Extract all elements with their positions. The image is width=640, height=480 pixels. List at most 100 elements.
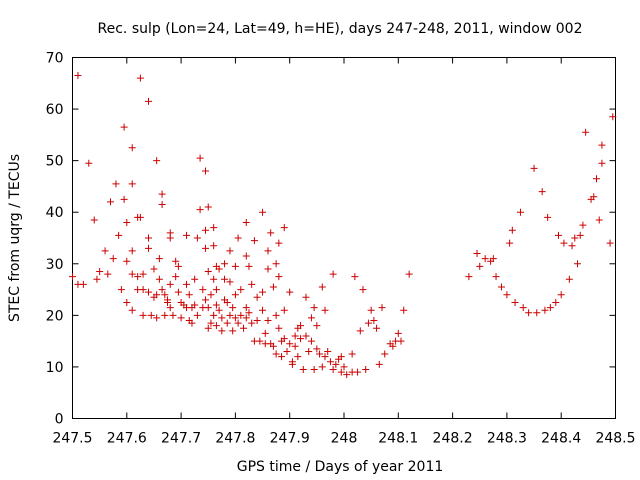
data-point	[530, 164, 538, 172]
data-point	[381, 350, 389, 358]
data-point	[218, 327, 226, 335]
x-tick-label: 248.4	[541, 431, 581, 447]
data-point	[576, 231, 584, 239]
data-point	[364, 319, 372, 327]
chart-title: Rec. sulp (Lon=24, Lat=49, h=HE), days 2…	[98, 21, 583, 37]
data-point	[231, 262, 239, 270]
data-point	[164, 298, 172, 306]
data-point	[310, 304, 318, 312]
data-point	[609, 113, 617, 121]
data-point	[218, 314, 226, 322]
data-point	[223, 298, 231, 306]
data-point	[172, 273, 180, 281]
data-point	[237, 311, 245, 319]
data-point	[199, 286, 207, 294]
data-point	[221, 275, 229, 283]
data-point	[316, 350, 324, 358]
data-point	[525, 309, 533, 317]
data-point	[117, 286, 125, 294]
data-point	[492, 273, 500, 281]
data-point	[204, 268, 212, 276]
data-point	[348, 350, 356, 358]
data-point	[269, 283, 277, 291]
data-point	[169, 311, 177, 319]
data-point	[226, 247, 234, 255]
data-point	[506, 239, 514, 247]
data-point	[340, 363, 348, 371]
data-point	[595, 216, 603, 224]
data-point	[210, 242, 218, 250]
data-point	[497, 283, 505, 291]
data-point	[123, 219, 131, 227]
data-point	[307, 314, 315, 322]
data-point	[302, 332, 310, 340]
data-point	[166, 234, 174, 242]
data-point	[554, 231, 562, 239]
data-point	[177, 314, 185, 322]
data-point	[533, 309, 541, 317]
data-point	[202, 226, 210, 234]
data-point	[568, 242, 576, 250]
data-point	[139, 286, 147, 294]
data-point	[324, 347, 332, 355]
data-point	[123, 257, 131, 265]
data-point	[557, 291, 565, 299]
data-point	[481, 255, 489, 263]
data-point	[503, 291, 511, 299]
data-point	[120, 195, 128, 203]
data-point	[318, 283, 326, 291]
data-point	[264, 317, 272, 325]
data-point	[234, 319, 242, 327]
data-point	[307, 337, 315, 345]
data-point	[544, 213, 552, 221]
data-point	[321, 306, 329, 314]
data-point	[272, 260, 280, 268]
data-point	[511, 298, 519, 306]
data-point	[166, 304, 174, 312]
data-point	[267, 229, 275, 237]
data-point	[354, 368, 362, 376]
data-point	[489, 255, 497, 263]
data-point	[272, 311, 280, 319]
y-tick-label: 40	[46, 205, 64, 221]
data-point	[210, 224, 218, 232]
data-point	[207, 291, 215, 299]
data-point	[305, 347, 313, 355]
data-point	[264, 247, 272, 255]
data-point	[242, 314, 250, 322]
data-point	[378, 304, 386, 312]
data-point	[272, 350, 280, 358]
data-point	[191, 275, 199, 283]
data-point	[136, 74, 144, 82]
data-point	[343, 371, 351, 379]
data-point	[153, 157, 161, 165]
data-point	[476, 262, 484, 270]
data-point	[313, 345, 321, 353]
data-point	[210, 311, 218, 319]
data-point	[275, 324, 283, 332]
data-point	[112, 180, 120, 188]
x-tick-label: 248.5	[595, 431, 635, 447]
data-point	[329, 366, 337, 374]
data-point	[104, 270, 112, 278]
data-point	[202, 244, 210, 252]
data-point	[134, 273, 142, 281]
data-point	[313, 322, 321, 330]
data-point	[212, 301, 220, 309]
data-point	[318, 363, 326, 371]
data-point	[115, 231, 123, 239]
data-point	[150, 265, 158, 273]
data-point	[259, 288, 267, 296]
data-point	[291, 342, 299, 350]
data-point	[473, 249, 481, 257]
data-point	[193, 234, 201, 242]
data-point	[546, 304, 554, 312]
data-point	[204, 304, 212, 312]
data-point	[394, 329, 402, 337]
x-tick-label: 248	[331, 431, 358, 447]
data-point	[269, 342, 277, 350]
x-axis-label: GPS time / Days of year 2011	[237, 459, 444, 475]
data-point	[242, 304, 250, 312]
data-point	[188, 319, 196, 327]
data-point	[541, 306, 549, 314]
